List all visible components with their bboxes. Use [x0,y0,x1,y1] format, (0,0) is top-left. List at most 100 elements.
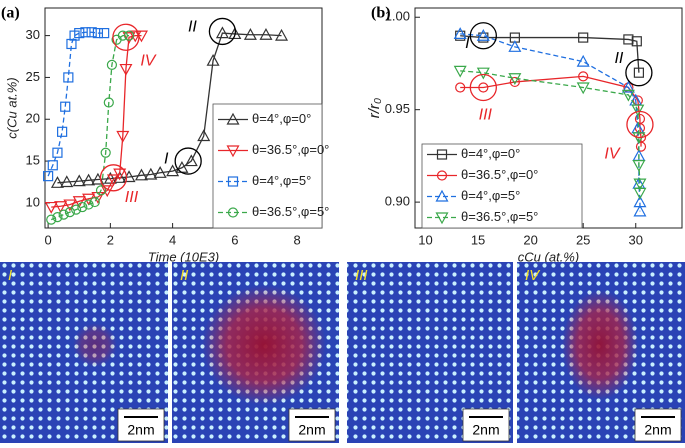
legend-marker [226,112,240,125]
legend-label: θ=36.5°,φ=0° [461,167,538,182]
marker [63,72,74,83]
marker [509,76,520,88]
annotation-label: I [164,150,169,167]
x-tick-label: 6 [231,232,238,247]
marker [113,171,127,183]
marker [166,164,180,177]
marker [52,147,63,158]
marker [123,30,135,41]
marker [46,214,57,225]
marker [77,201,88,213]
panel-label: (a) [1,5,20,22]
marker [478,82,489,93]
marker [259,28,273,40]
marker [57,126,68,137]
marker [43,171,54,182]
marker [215,26,229,39]
y-tick-label: 25 [26,69,40,84]
y-tick-label: 0.95 [385,101,410,116]
x-tick-label: 4 [169,232,176,247]
series-line [50,34,130,221]
marker [64,207,75,218]
image-label: IV [525,267,541,284]
marker [206,53,220,66]
y-tick-label: 10 [26,194,40,209]
marker [50,176,64,188]
marker [633,204,647,217]
x-axis-label: cCu (at.%) [518,249,579,264]
series-line [47,31,105,177]
marker [635,141,647,152]
legend-label: θ=4°,φ=0° [252,111,311,126]
marker [71,204,82,215]
marker [116,130,130,143]
marker [134,168,148,181]
scale-bar-box [288,408,336,442]
legend-label: θ=4°,φ=0° [461,146,520,161]
marker [103,171,117,184]
marker [633,67,645,78]
marker [113,168,127,181]
annotation-circle [469,73,497,102]
annotation-circle [112,23,140,51]
marker [95,185,107,196]
annotation-circle [626,110,654,139]
y-tick-label: 15 [26,153,40,168]
marker [453,65,467,78]
annotation-label: IV [140,52,156,69]
marker [100,147,111,158]
legend-marker [226,145,240,158]
scale-bar-box [634,408,682,442]
marker [184,154,198,167]
annotation-label: I [465,35,470,52]
marker [631,36,642,47]
annotation-circle [99,164,128,192]
marker [83,199,94,210]
marker [103,97,114,108]
marker [44,201,58,214]
legend-marker [435,212,449,225]
scale-bar-label: 2nm [644,422,671,438]
annotation-label: III [125,189,139,206]
marker [54,201,68,213]
marker [99,27,110,39]
marker [80,27,91,38]
scale-bar-box [117,408,165,442]
annotation-circle [174,147,202,175]
series-line [460,35,640,73]
x-tick-label: 25 [576,232,590,247]
marker [117,30,128,41]
marker [144,167,158,180]
legend-label: θ=36.5°,φ=5° [461,209,538,224]
marker [633,187,647,200]
y-tick-label: 20 [26,111,40,126]
marker [508,40,522,52]
annotation-label: II [188,19,197,36]
marker [128,30,142,43]
legend-box [421,143,583,229]
y-tick-label: 1.00 [385,9,410,24]
marker [476,28,490,41]
y-tick-label: 30 [26,27,40,42]
marker [72,174,86,187]
marker [106,174,120,187]
marker [47,160,58,171]
marker [82,173,96,186]
legend-box [212,103,323,229]
image-label: III [355,267,368,284]
annotation-label: IV [604,146,620,163]
x-tick-label: 10 [418,232,432,247]
scale-bar-label: 2nm [127,422,154,438]
x-axis-label: Time (10E3) [148,249,219,264]
legend-label: θ=36.5°,φ=0° [252,142,329,157]
marker [632,160,646,172]
legend-marker [436,149,448,160]
x-tick-label: 15 [471,232,485,247]
cluster-region [73,323,117,367]
marker [106,59,118,70]
x-tick-label: 2 [107,232,114,247]
marker [119,63,133,76]
marker [58,209,69,220]
scale-bar-label: 2nm [472,422,499,438]
legend-label: θ=4°,φ=5° [252,173,311,188]
